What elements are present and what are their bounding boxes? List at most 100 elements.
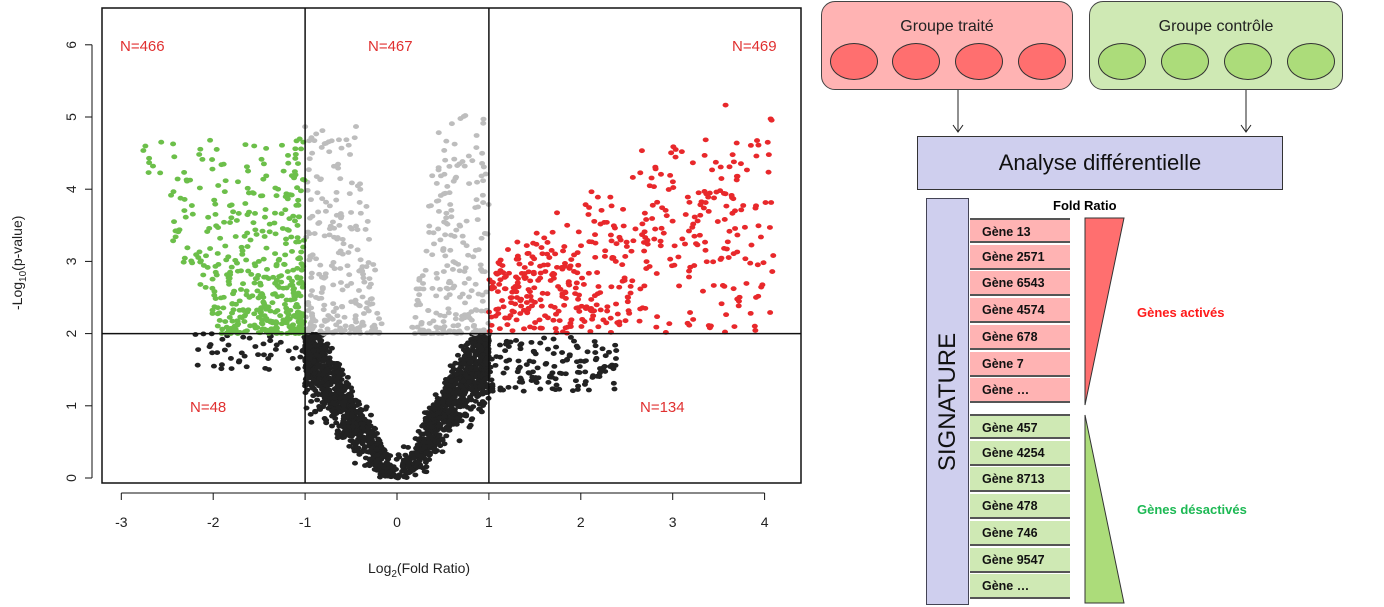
point-down-regulated	[283, 236, 290, 242]
point-nonsignificant	[384, 456, 391, 462]
point-up-regulated	[720, 191, 727, 196]
point-up-regulated	[701, 188, 708, 194]
point-gray	[451, 141, 458, 147]
point-down-regulated	[278, 273, 285, 279]
point-gray	[335, 165, 342, 171]
point-up-regulated	[592, 254, 599, 260]
point-nonsignificant	[341, 394, 348, 400]
point-down-regulated	[296, 255, 303, 261]
point-up-regulated	[549, 229, 556, 235]
x-tick-label: -1	[299, 514, 312, 530]
control-group-title: Groupe contrôle	[1158, 18, 1274, 35]
point-gray	[446, 190, 453, 196]
point-down-regulated	[196, 152, 203, 157]
point-down-regulated	[294, 330, 301, 336]
point-up-regulated	[629, 278, 636, 284]
point-up-regulated	[690, 317, 697, 322]
point-nonsignificant	[592, 343, 599, 349]
point-gray	[339, 287, 346, 293]
point-up-regulated	[729, 195, 736, 201]
arrow-down-icon	[1240, 90, 1252, 133]
point-up-regulated	[649, 216, 656, 221]
point-gray	[484, 231, 491, 237]
fold-ratio-wedges	[1084, 217, 1125, 604]
point-down-regulated	[209, 285, 216, 291]
point-down-regulated	[245, 168, 252, 174]
point-up-regulated	[652, 226, 659, 232]
point-up-regulated	[767, 310, 774, 315]
point-gray	[426, 321, 433, 326]
point-up-regulated	[592, 240, 599, 246]
point-gray	[452, 316, 459, 322]
point-up-regulated	[607, 315, 614, 321]
point-nonsignificant	[478, 347, 485, 353]
point-nonsignificant	[335, 405, 342, 411]
point-nonsignificant	[399, 468, 406, 474]
y-axis-label: -Log10(p-value)	[9, 216, 29, 310]
point-up-regulated	[583, 304, 590, 310]
point-down-regulated	[243, 328, 250, 334]
point-gray	[437, 286, 444, 292]
point-down-regulated	[172, 234, 179, 240]
point-down-regulated	[246, 209, 253, 215]
point-up-regulated	[608, 203, 615, 209]
point-up-regulated	[671, 243, 678, 249]
point-nonsignificant	[553, 382, 560, 388]
point-up-regulated	[524, 251, 531, 256]
point-gray	[317, 176, 324, 182]
point-down-regulated	[284, 227, 291, 232]
point-up-regulated	[576, 309, 583, 314]
point-nonsignificant	[430, 405, 437, 411]
point-nonsignificant	[585, 387, 592, 393]
point-gray	[465, 153, 472, 159]
point-down-regulated	[299, 326, 306, 332]
point-down-regulated	[207, 246, 214, 251]
point-up-regulated	[663, 213, 670, 219]
point-up-regulated	[559, 294, 566, 299]
point-up-regulated	[700, 205, 707, 211]
point-nonsignificant	[409, 453, 416, 458]
point-gray	[435, 130, 442, 136]
point-nonsignificant	[267, 352, 274, 358]
point-down-regulated	[229, 318, 236, 324]
point-up-regulated	[536, 317, 543, 323]
point-up-regulated	[531, 285, 538, 291]
point-nonsignificant	[435, 410, 442, 416]
point-up-regulated	[732, 226, 739, 231]
point-down-regulated	[284, 315, 291, 321]
point-up-regulated	[567, 263, 574, 269]
point-nonsignificant	[310, 359, 317, 365]
point-down-regulated	[225, 254, 232, 260]
point-nonsignificant	[306, 356, 313, 362]
point-up-regulated	[575, 305, 582, 311]
point-down-regulated	[252, 325, 259, 331]
point-nonsignificant	[481, 336, 488, 342]
point-gray	[316, 220, 323, 225]
point-down-regulated	[280, 320, 287, 325]
point-down-regulated	[293, 202, 300, 208]
point-nonsignificant	[357, 406, 364, 412]
point-up-regulated	[542, 269, 549, 274]
point-up-regulated	[667, 256, 674, 262]
point-nonsignificant	[477, 355, 484, 360]
point-nonsignificant	[308, 399, 315, 404]
point-up-regulated	[574, 250, 581, 256]
point-nonsignificant	[390, 464, 397, 470]
signature-bar: SIGNATURE	[926, 198, 969, 605]
point-down-regulated	[249, 190, 256, 196]
y-tick-label: 6	[63, 41, 79, 49]
point-up-regulated	[522, 275, 529, 280]
x-tick-label: 1	[485, 514, 493, 530]
point-up-regulated	[595, 284, 602, 289]
point-nonsignificant	[537, 340, 544, 346]
point-up-regulated	[630, 238, 637, 244]
sample-ellipse	[830, 43, 878, 80]
point-gray	[463, 243, 470, 249]
sample-ellipse	[1161, 43, 1209, 80]
point-up-regulated	[654, 314, 661, 320]
point-nonsignificant	[357, 432, 364, 437]
point-up-regulated	[657, 238, 664, 244]
point-gray	[415, 300, 422, 305]
point-up-regulated	[591, 218, 598, 224]
point-nonsignificant	[444, 382, 451, 388]
